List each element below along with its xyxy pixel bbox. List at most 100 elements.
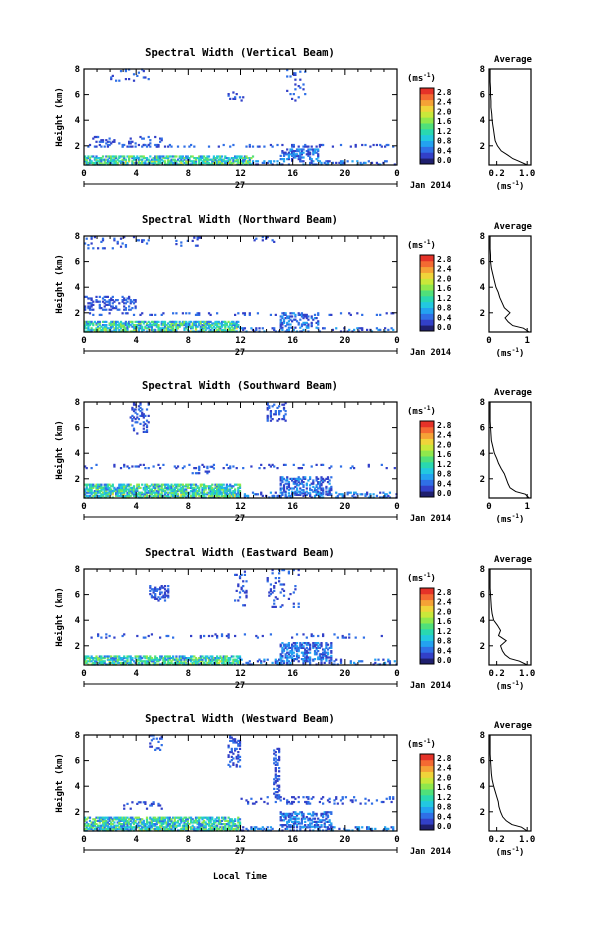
average-title: Average: [494, 555, 533, 565]
y-tick-label: 6: [75, 591, 80, 601]
average-title: Average: [494, 721, 533, 731]
colorbar-tick-label: 1.6: [437, 284, 452, 293]
colorbar-tick-label: 0.4: [437, 646, 452, 655]
colorbar-swatch: [420, 473, 434, 480]
average-unit-close: ): [519, 182, 524, 192]
x-tick-label: 12: [235, 669, 246, 679]
y-tick-label: 6: [75, 424, 80, 434]
colorbar-tick-label: 1.2: [437, 294, 452, 303]
y-tick-label: 8: [75, 65, 80, 75]
colorbar-swatch: [420, 812, 434, 819]
x-tick-label: 0: [394, 336, 399, 346]
x-tick-label: 0: [394, 669, 399, 679]
colorbar-swatch: [420, 806, 434, 813]
colorbar-swatch: [420, 421, 434, 428]
x-tick-label: 0: [81, 502, 86, 512]
average-profile-line: [489, 236, 530, 333]
colorbar-unit: (ms-1): [407, 405, 436, 417]
colorbar-swatch: [420, 105, 434, 112]
colorbar-tick-label: 2.8: [437, 88, 452, 97]
colorbar-swatch: [420, 123, 434, 130]
y-axis-label: Height (km): [54, 420, 65, 480]
colorbar-swatch: [420, 652, 434, 659]
date-month-label: Jan 2014: [410, 348, 451, 358]
colorbar-tick-label: 0.8: [437, 137, 452, 146]
colorbar-tick-label: 0.0: [437, 323, 452, 332]
colorbar-frame: [419, 420, 435, 498]
panel-2: Spectral Width (Northward Beam) 2 4 6 8 Heigh…: [54, 214, 533, 359]
x-tick-label: 4: [133, 336, 139, 346]
colorbar-unit-close: ): [431, 407, 436, 417]
average-x-tick-label: 1: [524, 336, 529, 346]
average-y-tick-label: 4: [480, 449, 486, 459]
average-y-tick-label: 6: [480, 91, 485, 101]
colorbar-swatch: [420, 765, 434, 772]
colorbar-tick-label: 2.4: [437, 98, 452, 107]
date-month-label: Jan 2014: [410, 681, 451, 691]
colorbar-swatch: [420, 771, 434, 778]
x-tick-label: 0: [394, 835, 399, 845]
panel-4: Spectral Width (Eastward Beam) 2 4 6 8 Height…: [54, 547, 535, 692]
colorbar-unit-sup: -1: [423, 239, 431, 246]
average-y-tick-label: 8: [480, 731, 485, 741]
colorbar-tick-label: 2.4: [437, 764, 452, 773]
average-frame: [488, 734, 532, 832]
colorbar-tick-label: 1.6: [437, 117, 452, 126]
colorbar-tick-label: 0.0: [437, 822, 452, 831]
average-title: Average: [494, 222, 533, 232]
colorbar-swatch: [420, 284, 434, 291]
average-unit-sup: -1: [512, 513, 520, 520]
x-tick-label: 0: [81, 669, 86, 679]
colorbar-tick-label: 2.4: [437, 431, 452, 440]
average-unit: (ms-1): [496, 680, 525, 692]
x-tick-label: 16: [287, 669, 298, 679]
x-tick-label: 8: [186, 336, 191, 346]
colorbar-unit-close: ): [431, 740, 436, 750]
average-profile-line: [489, 402, 530, 499]
colorbar-swatch: [420, 313, 434, 320]
x-tick-label: 12: [235, 169, 246, 179]
y-tick-label: 4: [75, 283, 81, 293]
colorbar-tick-label: 2.8: [437, 255, 452, 264]
x-tick-label: 16: [287, 835, 298, 845]
colorbar-swatch: [420, 307, 434, 314]
average-y-tick-label: 6: [480, 591, 485, 601]
heatmap-cells: [84, 569, 398, 666]
x-tick-label: 8: [186, 502, 191, 512]
y-tick-label: 2: [75, 808, 80, 818]
y-tick-label: 8: [75, 232, 80, 242]
y-tick-label: 2: [75, 142, 80, 152]
x-tick-label: 20: [339, 669, 350, 679]
y-axis-label: Height (km): [54, 254, 65, 314]
colorbar-swatch: [420, 777, 434, 784]
panel-1: Spectral Width (Vertical Beam) 2 4 6 8 Height…: [54, 47, 535, 192]
panel-title: Spectral Width (Westward Beam): [145, 713, 335, 725]
colorbar-unit-close: ): [431, 241, 436, 251]
colorbar-swatch: [420, 444, 434, 451]
colorbar-tick-label: 1.6: [437, 617, 452, 626]
colorbar-tick-label: 0.8: [437, 803, 452, 812]
average-y-tick-label: 4: [480, 283, 486, 293]
average-unit-close: ): [519, 515, 524, 525]
date-day-label: 27: [235, 348, 245, 358]
colorbar-swatch: [420, 272, 434, 279]
colorbar-tick-label: 2.0: [437, 440, 452, 449]
average-title: Average: [494, 388, 533, 398]
average-unit-sup: -1: [512, 846, 520, 853]
heatmap-cells: [84, 402, 398, 499]
colorbar-swatch: [420, 628, 434, 636]
colorbar-swatch: [420, 325, 434, 332]
y-tick-label: 2: [75, 642, 80, 652]
plot-frame: [83, 568, 398, 666]
x-tick-label: 20: [339, 169, 350, 179]
colorbar-swatch: [420, 260, 434, 268]
y-tick-label: 8: [75, 398, 80, 408]
average-x-tick-label: 1: [524, 502, 529, 512]
colorbar-swatch: [420, 140, 434, 147]
colorbar-unit: (ms-1): [407, 239, 436, 251]
colorbar-unit: (ms-1): [407, 72, 436, 84]
colorbar-tick-label: 0.4: [437, 146, 452, 155]
average-x-tick-label: 0: [486, 336, 491, 346]
colorbar-tick-label: 2.4: [437, 598, 452, 607]
average-title: Average: [494, 55, 533, 65]
